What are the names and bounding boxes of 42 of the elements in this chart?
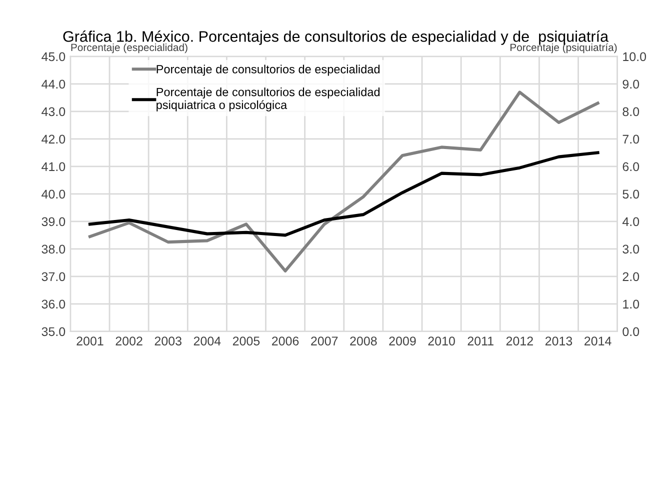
legend-label: Porcentaje de consultorios de especialidad bbox=[156, 64, 380, 76]
y2-tick-label: 2.0 bbox=[622, 272, 640, 282]
y-tick-label: 37.0 bbox=[42, 272, 66, 282]
x-tick-label: 2014 bbox=[584, 336, 612, 346]
x-tick-label: 2012 bbox=[506, 336, 533, 346]
y2-tick-label: 3.0 bbox=[622, 244, 640, 254]
x-tick-label: 2002 bbox=[116, 336, 142, 346]
x-tick-label: 2009 bbox=[389, 336, 416, 346]
y2-tick-label: 9.0 bbox=[622, 80, 640, 89]
x-tick-label: 2007 bbox=[311, 336, 338, 346]
x-tick-label: 2005 bbox=[232, 336, 260, 346]
y-tick-label: 45.0 bbox=[42, 52, 66, 62]
line-series bbox=[88, 151, 600, 237]
x-tick-label: 2003 bbox=[154, 336, 182, 346]
y-tick-label: 35.0 bbox=[42, 327, 66, 336]
x-tick-label: 2011 bbox=[468, 336, 494, 346]
y-tick-label: 38.0 bbox=[42, 244, 66, 254]
y-tick-label: 41.0 bbox=[42, 162, 66, 172]
y2-axis-title: Porcentaje (psiquiatría) bbox=[510, 43, 617, 54]
legend-label: Porcentaje de consultorios de especialidad psiquiatrica o psicológica bbox=[156, 88, 380, 112]
y-tick-label: 40.0 bbox=[42, 190, 66, 199]
x-tick-label: 2004 bbox=[194, 336, 221, 346]
y-tick-label: 43.0 bbox=[42, 107, 66, 116]
y2-tick-label: 4.0 bbox=[622, 217, 640, 226]
x-tick-label: 2008 bbox=[350, 336, 377, 346]
y-tick-label: 42.0 bbox=[42, 134, 66, 144]
y2-tick-label: 0.0 bbox=[622, 327, 640, 336]
y-tick-label: 36.0 bbox=[42, 300, 66, 309]
y2-tick-label: 6.0 bbox=[622, 162, 640, 172]
x-tick-label: 2013 bbox=[545, 336, 572, 346]
y2-tick-label: 5.0 bbox=[622, 190, 640, 199]
chart-title: Gráfica 1b. México. Porcentajes de consultorios de especialidad y de psiquiatría bbox=[63, 30, 609, 45]
y2-tick-label: 8.0 bbox=[622, 107, 640, 116]
x-tick-label: 2010 bbox=[428, 336, 455, 346]
y-tick-label: 39.0 bbox=[42, 217, 66, 226]
y-tick-label: 44.0 bbox=[42, 80, 66, 89]
x-tick-label: 2001 bbox=[76, 336, 104, 346]
x-tick-label: 2006 bbox=[272, 336, 299, 346]
y2-tick-label: 7.0 bbox=[622, 134, 640, 144]
y-axis-title: Porcentaje (especialidad) bbox=[71, 43, 188, 54]
y2-tick-label: 1.0 bbox=[623, 300, 640, 309]
y2-tick-label: 10.0 bbox=[623, 52, 646, 62]
